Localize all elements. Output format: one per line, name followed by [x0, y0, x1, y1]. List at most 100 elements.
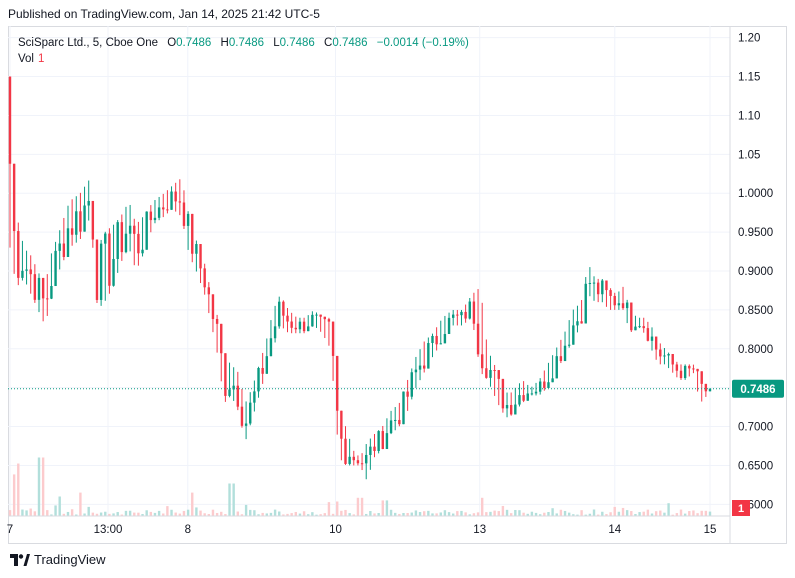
candle-body — [182, 202, 186, 226]
volume-bar — [46, 510, 49, 516]
volume-bar — [323, 513, 326, 516]
candle-body — [559, 356, 563, 362]
time-axis[interactable]: 7 13:00 8 10 13 14 15 — [7, 515, 730, 536]
volume-bar — [178, 513, 182, 516]
volume-bar — [116, 512, 119, 516]
candle-body — [269, 338, 273, 357]
price-tick-label: 1.15 — [738, 72, 760, 84]
candle-body — [526, 393, 529, 401]
candle-body — [62, 243, 66, 257]
candle-body — [302, 321, 306, 332]
candle-body — [137, 233, 140, 254]
candle-body — [153, 217, 157, 221]
candle-body — [211, 294, 215, 319]
candle-body — [394, 419, 397, 421]
volume-bar — [203, 513, 206, 516]
price-tick-label: 0.7000 — [738, 422, 773, 434]
volume-bar — [319, 514, 322, 516]
volume-bar — [547, 511, 550, 516]
volume-bar — [195, 507, 198, 516]
candle-body — [505, 404, 509, 409]
candle-body — [509, 404, 513, 415]
volume-bar — [124, 510, 128, 516]
volume-bar — [538, 514, 542, 516]
candle-body — [406, 391, 409, 397]
candle-body — [493, 370, 496, 372]
volume-bar — [551, 508, 554, 516]
volume-bar — [435, 513, 438, 516]
close-label: C — [324, 37, 333, 49]
volume-bar — [108, 513, 111, 516]
volume-bar — [331, 513, 335, 516]
volume-bar — [406, 512, 409, 516]
volume-bar — [464, 512, 467, 516]
volume-bar — [480, 497, 484, 516]
candle-body — [572, 325, 575, 345]
volume-bar — [29, 508, 32, 516]
candle-body — [170, 191, 173, 210]
volume-bar — [66, 511, 70, 516]
candle-body — [265, 356, 269, 374]
candle-body — [576, 321, 579, 326]
candle-body — [352, 456, 355, 461]
candle-body — [290, 321, 293, 328]
candle-body — [369, 446, 372, 455]
volume-bar — [472, 513, 476, 516]
price-axis[interactable]: 0.60000.65000.70000.75000.80000.85000.90… — [729, 26, 773, 544]
candle-body — [688, 365, 691, 369]
candle-body — [489, 370, 492, 378]
candle-body — [692, 368, 695, 370]
volume-bar — [336, 501, 339, 516]
volume-bar — [162, 513, 165, 516]
volume-bar — [170, 509, 173, 516]
volume-bar — [646, 509, 650, 516]
candle-body — [315, 314, 318, 316]
candle-body — [344, 438, 347, 464]
volume-bar — [427, 510, 430, 516]
candle-body — [630, 302, 633, 331]
candle-body — [596, 282, 600, 295]
candle-body — [708, 388, 712, 392]
candle-body — [37, 277, 41, 300]
candle-body — [178, 201, 182, 203]
candle-body — [679, 370, 683, 379]
time-tick-label: 10 — [329, 524, 342, 536]
volume-bar — [497, 511, 500, 516]
volume-bar — [613, 506, 616, 516]
candle-body — [273, 326, 277, 339]
volume-bar — [609, 512, 612, 516]
volume-bar — [157, 510, 161, 516]
candle-body — [563, 345, 567, 362]
candle-body — [398, 419, 401, 425]
candle-body — [70, 228, 74, 235]
tradingview-brand[interactable]: TradingView — [10, 552, 106, 567]
candle-body — [12, 163, 16, 232]
volume-bar — [688, 511, 691, 516]
candle-body — [431, 335, 434, 344]
volume-bar — [228, 483, 231, 516]
symbol-name[interactable]: SciSparc Ltd., 5, Cboe One — [18, 37, 158, 49]
candle-body — [236, 385, 240, 407]
volume-bar — [584, 514, 587, 516]
volume-bar — [120, 514, 124, 516]
chart-frame[interactable] — [8, 26, 787, 544]
volume-bar — [630, 511, 633, 516]
volume-bar — [592, 509, 596, 516]
candle-body — [659, 349, 662, 357]
volume-bar — [650, 513, 654, 516]
volume-bar — [509, 513, 513, 516]
volume-bar — [224, 514, 227, 516]
volume-bar — [244, 504, 248, 516]
volume-bar — [563, 510, 567, 516]
candle-body — [497, 370, 500, 379]
volume-bar — [298, 513, 302, 516]
candles — [8, 76, 712, 480]
volume-bar — [617, 511, 621, 516]
candle-body — [166, 209, 169, 211]
volume-bar — [605, 514, 608, 516]
candle-body — [696, 368, 699, 372]
volume-bar — [273, 509, 277, 516]
candle-body — [439, 343, 442, 345]
candle-body — [621, 303, 625, 309]
